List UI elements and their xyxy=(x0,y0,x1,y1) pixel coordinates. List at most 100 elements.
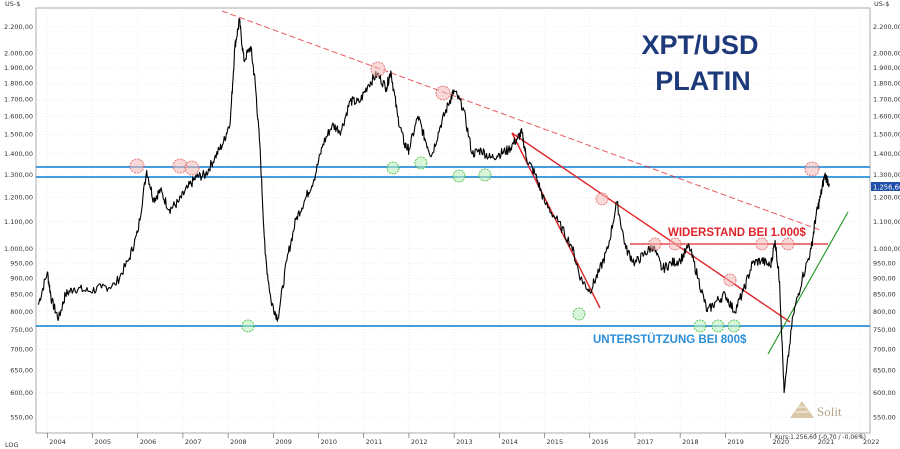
x-tick-label: 2007 xyxy=(185,438,202,446)
y-tick-label-left: 600,00 xyxy=(10,389,33,397)
y-tick-label-left: 1.900,00 xyxy=(4,64,33,72)
x-tick-label: 2022 xyxy=(863,438,880,446)
marker-high xyxy=(172,158,188,174)
y-tick-label-left: 1.600,00 xyxy=(4,113,33,121)
marker-low xyxy=(711,319,725,333)
x-tick-label: 2010 xyxy=(321,438,338,446)
x-tick-label: 2014 xyxy=(501,438,518,446)
y-unit-left: US-$ xyxy=(5,0,20,8)
y-tick-label-left: 750,00 xyxy=(10,326,33,334)
marker-high xyxy=(595,192,609,206)
y-tick-label-left: 1.700,00 xyxy=(4,95,33,103)
x-tick-label: 2009 xyxy=(275,438,292,446)
resistance-label: WIDERSTAND BEI 1.000$ xyxy=(668,227,806,239)
long-term-downtrend-line xyxy=(221,10,821,231)
marker-low xyxy=(693,319,707,333)
y-tick-label-left: 700,00 xyxy=(10,345,33,353)
marker-high xyxy=(648,237,662,251)
y-tick-label-left: 650,00 xyxy=(10,366,33,374)
y-tick-label-right: 1.200,00 xyxy=(873,194,900,202)
y-tick-label-left: 550,00 xyxy=(10,413,33,421)
x-tick-label: 2015 xyxy=(547,438,564,446)
chart-subtitle: PLATIN xyxy=(655,66,751,96)
x-tick-label: 2021 xyxy=(818,438,835,446)
marker-high xyxy=(781,237,795,251)
y-tick-label-right: 800,00 xyxy=(873,308,896,316)
x-tick-label: 2017 xyxy=(637,438,654,446)
x-tick-label: 2013 xyxy=(456,438,473,446)
x-tick-label: 2008 xyxy=(230,438,247,446)
solit-logo: Solit xyxy=(790,401,842,419)
marker-high xyxy=(435,85,451,101)
plot-area xyxy=(35,7,871,434)
y-tick-label-right: 750,00 xyxy=(873,326,896,334)
marker-low xyxy=(386,161,400,175)
x-tick-label: 2012 xyxy=(411,438,428,446)
pyramid-icon xyxy=(790,401,814,418)
chart-title: XPT/USD xyxy=(641,30,758,60)
y-tick-label-left: 1.200,00 xyxy=(4,194,33,202)
y-tick-label-right: 700,00 xyxy=(873,345,896,353)
current-price-value: 1.256,60 xyxy=(873,184,900,192)
y-tick-label-right: 1.600,00 xyxy=(873,113,900,121)
marker-high xyxy=(668,237,682,251)
y-tick-label-right: 900,00 xyxy=(873,275,896,283)
brand-name: Solit xyxy=(817,404,842,419)
y-tick-label-left: 900,00 xyxy=(10,275,33,283)
marker-low xyxy=(414,156,428,170)
x-tick-label: 2005 xyxy=(95,438,112,446)
marker-low xyxy=(727,319,741,333)
marker-low xyxy=(572,307,586,321)
y-tick-label-right: 2.200,00 xyxy=(873,23,900,31)
y-tick-label-right: 1.800,00 xyxy=(873,79,900,87)
y-tick-label-right: 650,00 xyxy=(873,366,896,374)
y-tick-label-left: 800,00 xyxy=(10,308,33,316)
x-tick-label: 2004 xyxy=(49,438,66,446)
y-tick-label-left: 850,00 xyxy=(10,291,33,299)
y-tick-label-right: 550,00 xyxy=(873,413,896,421)
y-tick-label-left: 2.000,00 xyxy=(4,50,33,58)
resistance-touch-markers xyxy=(129,61,820,287)
y-tick-label-left: 1.400,00 xyxy=(4,150,33,158)
marker-high xyxy=(370,61,386,77)
support-touch-markers xyxy=(241,156,741,333)
y-tick-label-right: 1.100,00 xyxy=(873,218,900,226)
y-tick-label-right: 1.000,00 xyxy=(873,245,900,253)
y-tick-label-right: 850,00 xyxy=(873,291,896,299)
current-price-tag xyxy=(871,182,900,191)
x-tick-label: 2018 xyxy=(682,438,699,446)
marker-high xyxy=(129,158,145,174)
price-footer: Kurs:1.256,60 (-0,70 / -0,06%) xyxy=(775,434,866,441)
y-tick-label-left: 1.500,00 xyxy=(4,131,33,139)
y-tick-label-left: 1.300,00 xyxy=(4,171,33,179)
marker-low xyxy=(478,168,492,182)
x-tick-label: 2019 xyxy=(727,438,744,446)
scale-type-label: LOG xyxy=(5,441,19,449)
y-tick-label-right: 1.500,00 xyxy=(873,131,900,139)
marker-high xyxy=(804,161,820,177)
x-axis: 2004 2005 2006 2007 2008 2009 2010 2011 2012 2013… xyxy=(47,433,880,446)
y-tick-label-left: 950,00 xyxy=(10,259,33,267)
y-axis-left: 550,00 600,00 650,00 700,00 750,00 800,00 850,… xyxy=(4,23,33,422)
y-tick-label-left: 1.000,00 xyxy=(4,245,33,253)
marker-low xyxy=(452,169,466,183)
x-tick-label: 2006 xyxy=(140,438,157,446)
marker-high xyxy=(184,160,200,176)
y-tick-label-left: 1.800,00 xyxy=(4,79,33,87)
y-unit-right: US-$ xyxy=(874,0,889,8)
marker-high xyxy=(755,237,769,251)
y-tick-label-right: 1.400,00 xyxy=(873,150,900,158)
y-tick-label-right: 1.700,00 xyxy=(873,95,900,103)
support-label: UNTERSTÜTZUNG BEI 800$ xyxy=(593,333,747,346)
y-axis-right: 550,00 600,00 650,00 700,00 750,00 800,00 850,… xyxy=(873,23,900,422)
y-tick-label-left: 2.200,00 xyxy=(4,23,33,31)
y-tick-label-right: 600,00 xyxy=(873,389,896,397)
x-tick-label: 2020 xyxy=(773,438,790,446)
y-tick-label-right: 2.000,00 xyxy=(873,50,900,58)
marker-high xyxy=(723,273,737,287)
grid-lines xyxy=(36,8,870,433)
x-tick-label: 2016 xyxy=(592,438,609,446)
y-tick-label-right: 950,00 xyxy=(873,259,896,267)
y-tick-label-right: 1.900,00 xyxy=(873,64,900,72)
